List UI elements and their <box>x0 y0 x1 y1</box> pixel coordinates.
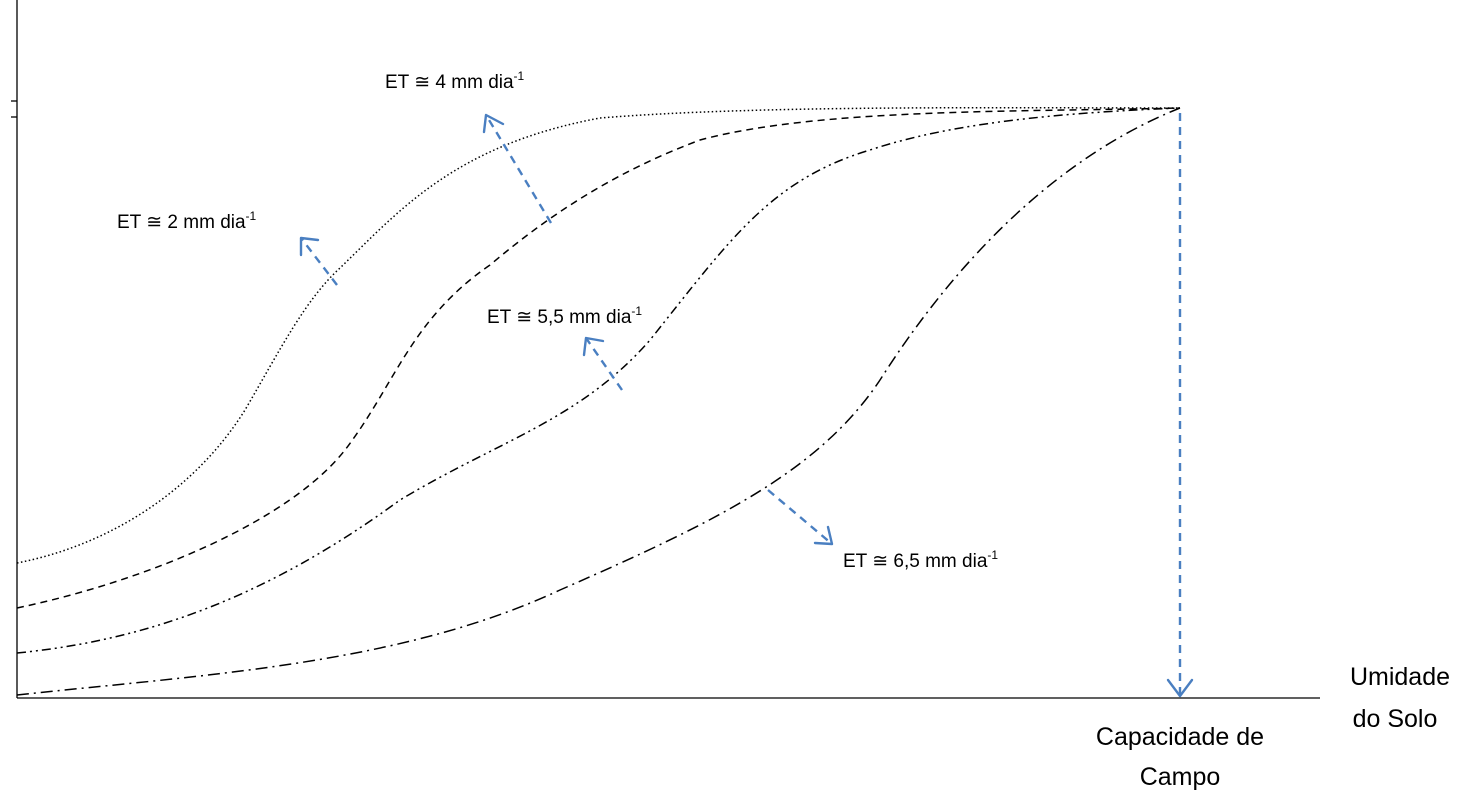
label-et-5-5: ET ≅ 5,5 mm dia-1 <box>487 304 642 328</box>
label-et-6-5: ET ≅ 6,5 mm dia-1 <box>843 548 998 572</box>
curve-et-4 <box>16 107 1181 609</box>
field-capacity-label-line-1: Capacidade de <box>1096 723 1264 751</box>
arrow-et-5-5 <box>585 337 623 391</box>
arrows <box>299 113 1194 698</box>
et-labels: ET ≅ 2 mm dia-1 ET ≅ 4 mm dia-1 ET ≅ 5,5… <box>117 69 998 572</box>
x-axis-label-line-2: do Solo <box>1353 705 1438 733</box>
label-et-4-text: ET ≅ 4 mm dia <box>385 72 514 93</box>
label-et-2-text: ET ≅ 2 mm dia <box>117 212 246 233</box>
curve-et-6-5 <box>16 107 1181 696</box>
x-axis-label-line-1: Umidade <box>1350 663 1450 691</box>
label-et-4-superscript: -1 <box>514 69 525 83</box>
curve-et-5-5 <box>16 107 1181 654</box>
label-et-5-5-text: ET ≅ 5,5 mm dia <box>487 307 632 328</box>
label-et-5-5-superscript: -1 <box>631 304 642 318</box>
label-et-6-5-text: ET ≅ 6,5 mm dia <box>843 551 988 572</box>
axis-labels: Umidade do Solo Capacidade de Campo <box>1096 663 1450 791</box>
field-capacity-label-line-2: Campo <box>1140 763 1221 791</box>
arrow-et-5-5-head <box>582 336 605 357</box>
arrow-et-4 <box>484 114 553 224</box>
et-curves <box>16 106 1181 696</box>
arrow-et-6-5 <box>767 489 833 545</box>
label-et-6-5-superscript: -1 <box>987 548 998 562</box>
arrow-et-2 <box>300 237 338 286</box>
axes <box>11 0 1320 699</box>
label-et-2: ET ≅ 2 mm dia-1 <box>117 209 257 233</box>
label-et-2-superscript: -1 <box>246 209 257 223</box>
arrow-et-4-head <box>482 113 505 134</box>
arrow-et-2-head <box>299 236 320 257</box>
arrow-field-capacity-head <box>1166 678 1194 698</box>
arrow-et-6-5-head <box>813 525 834 546</box>
label-et-4: ET ≅ 4 mm dia-1 <box>385 69 525 93</box>
curve-et-2 <box>16 106 1181 564</box>
